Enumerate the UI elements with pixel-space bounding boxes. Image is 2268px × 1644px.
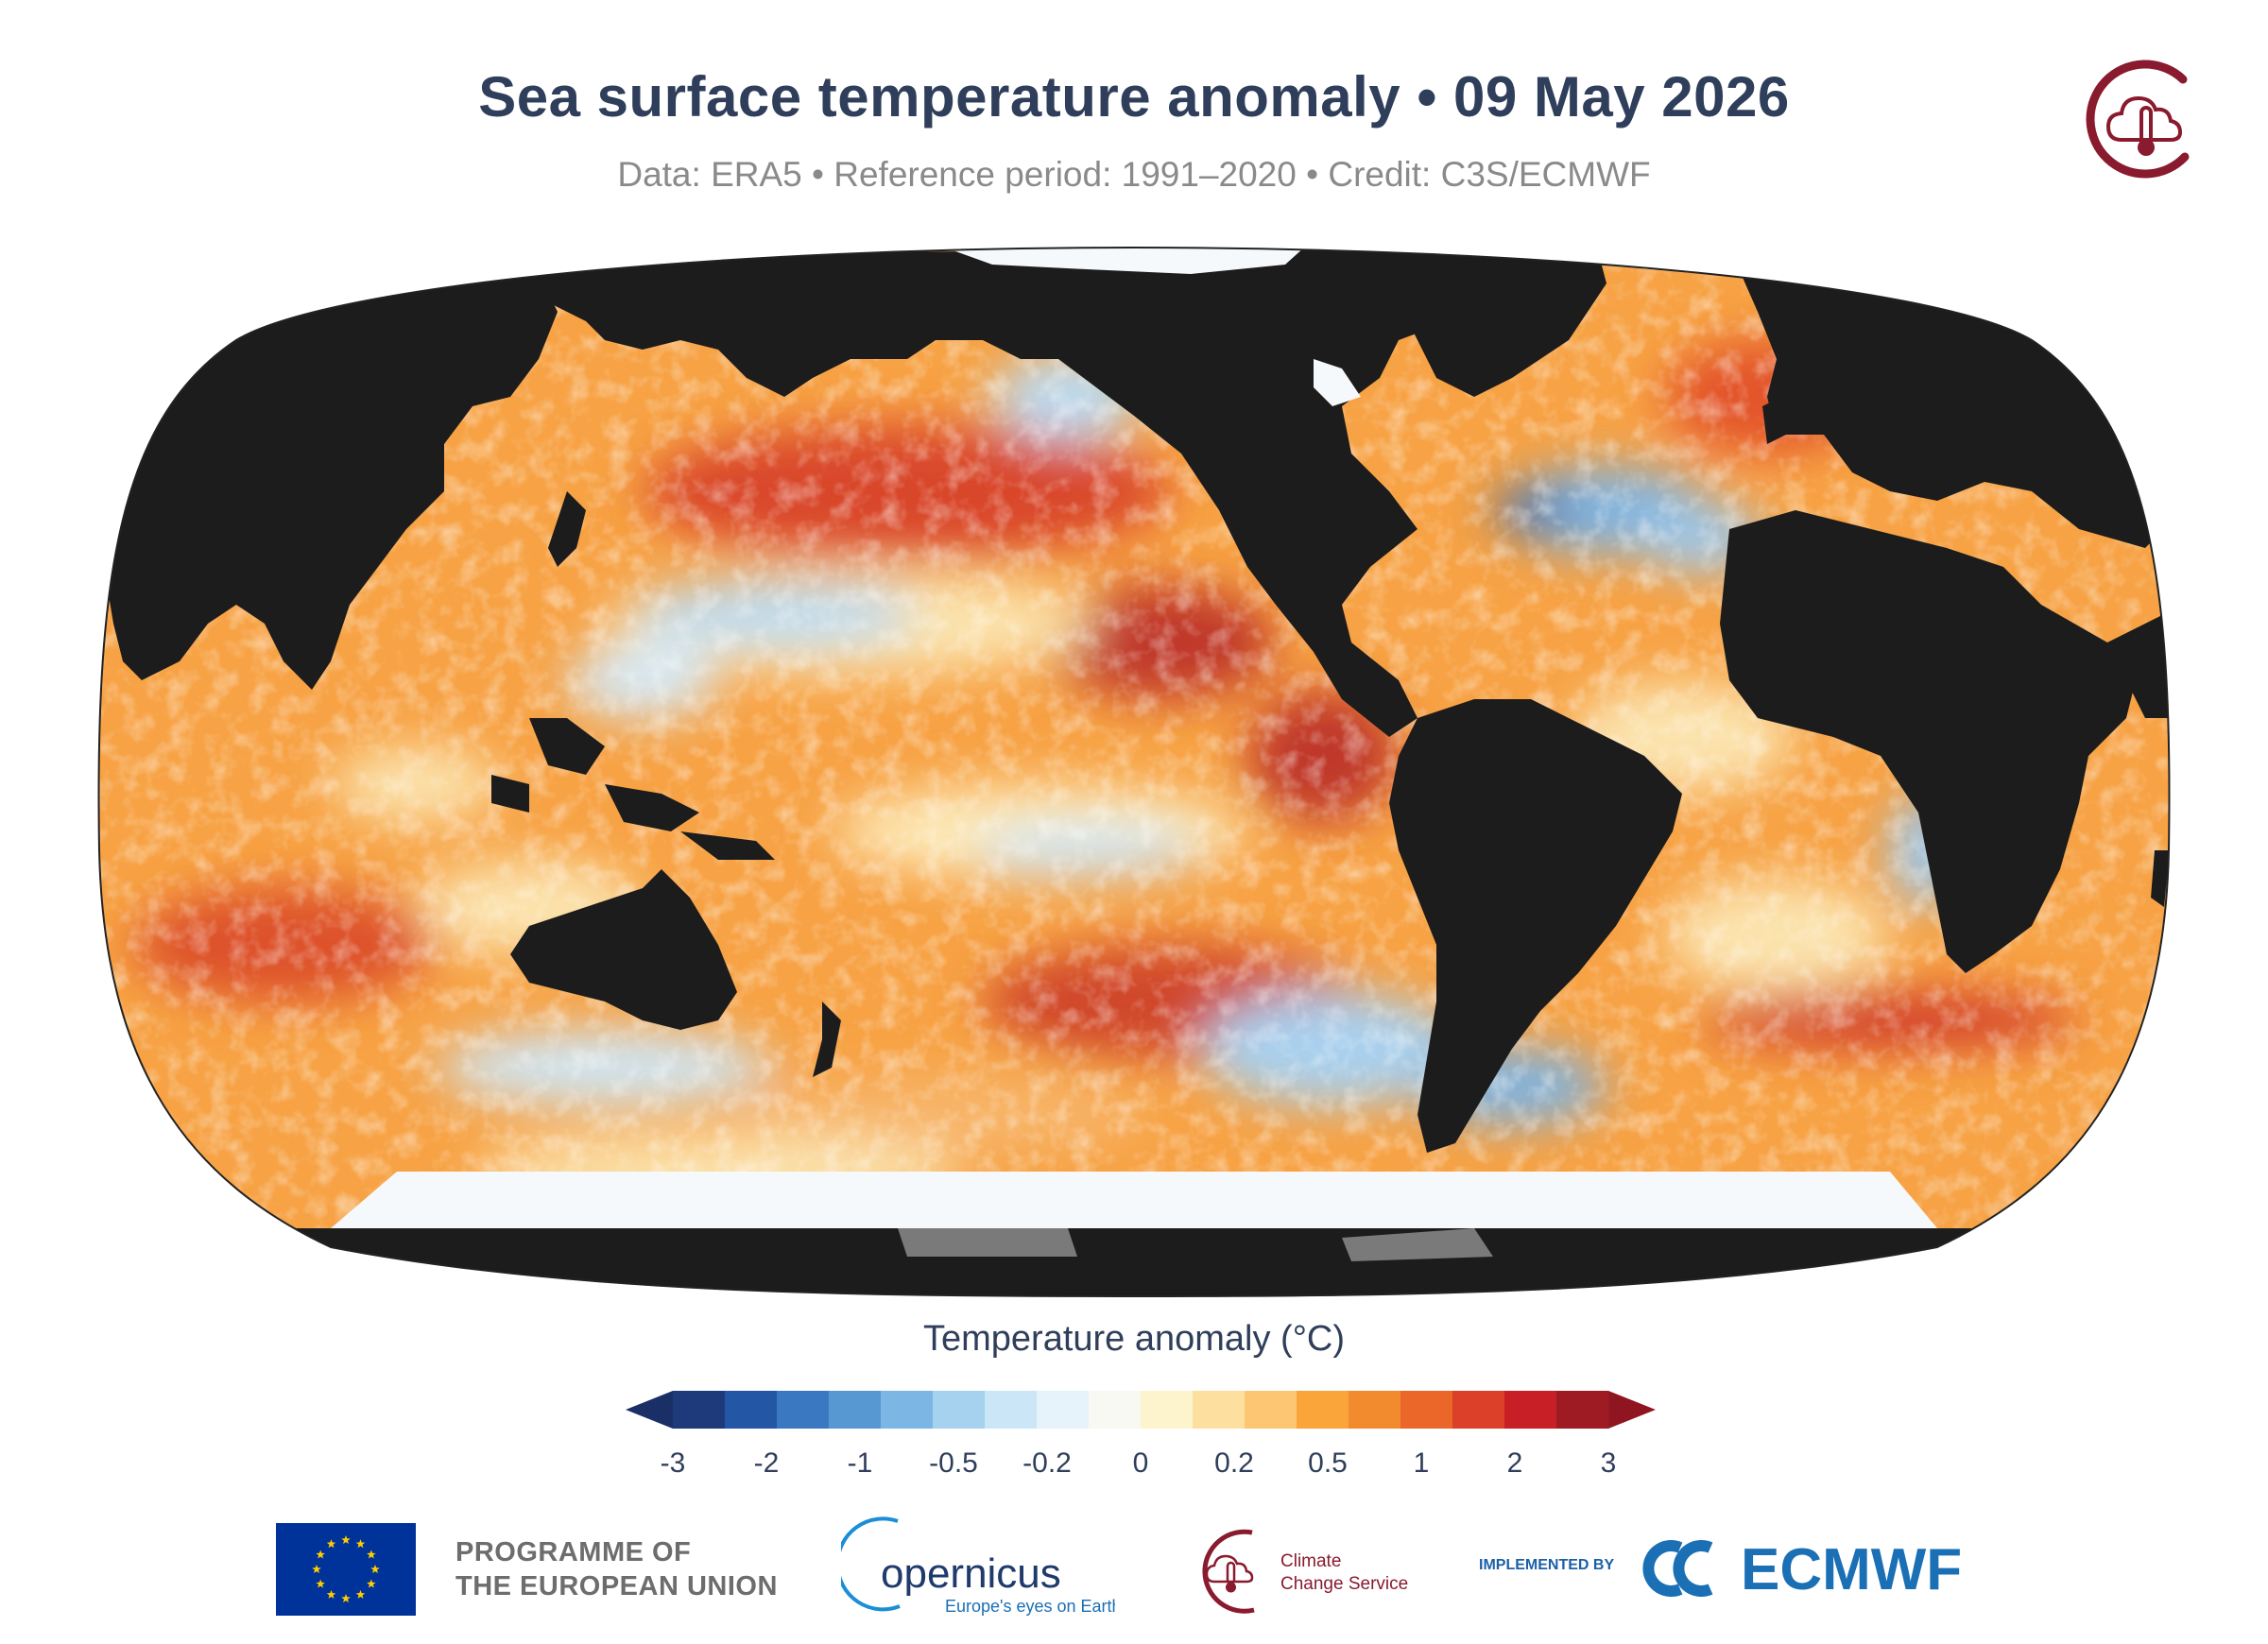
colorbar-tick-label: 1 (1414, 1447, 1430, 1479)
eu-star-icon (326, 1539, 336, 1549)
colorbar-segment (1504, 1391, 1557, 1429)
colorbar-tick-label: -2 (754, 1447, 780, 1479)
colorbar-tick-label: 0 (1133, 1447, 1149, 1479)
colorbar: -3 -2 -1 -0.5 -0.2 0 0.2 0.5 1 2 3 (626, 1391, 1656, 1479)
colorbar-segment (673, 1391, 726, 1429)
colorbar-tick-label: 0.2 (1214, 1447, 1254, 1479)
colorbar-tick-label: -3 (661, 1447, 686, 1479)
copernicus-logo: opernicus Europe's eyes on Earth (841, 1516, 1115, 1616)
colorbar-segment (725, 1391, 778, 1429)
colorbar-extend-high (1608, 1391, 1656, 1429)
eu-star-icon (341, 1535, 351, 1545)
colorbar-segment (985, 1391, 1038, 1429)
colorbar-tick-label: 0.5 (1308, 1447, 1348, 1479)
eu-star-icon (370, 1565, 380, 1574)
eu-programme-label: PROGRAMME OF THE EUROPEAN UNION (455, 1535, 778, 1603)
colorbar-segment (777, 1391, 830, 1429)
map-subtitle: Data: ERA5 • Reference period: 1991–2020… (617, 155, 1651, 194)
colorbar-extend-low (626, 1391, 673, 1429)
eu-star-icon (316, 1550, 325, 1559)
colorbar-title: Temperature anomaly (°C) (922, 1319, 1346, 1359)
colorbar-segment (1400, 1391, 1453, 1429)
colorbar-segment (881, 1391, 934, 1429)
eu-star-icon (367, 1579, 376, 1588)
colorbar-tick-label: -1 (848, 1447, 873, 1479)
colorbar-segment (1037, 1391, 1090, 1429)
eu-star-icon (341, 1594, 351, 1603)
map-title: Sea surface temperature anomaly • 09 May… (478, 65, 1790, 128)
land-masses (98, 248, 2170, 1296)
ecmwf-logo: ECMWF (1642, 1537, 1962, 1602)
colorbar-segment (1452, 1391, 1505, 1429)
eu-star-icon (367, 1550, 376, 1559)
colorbar-segment (1193, 1391, 1246, 1429)
colorbar-tick-label: 2 (1507, 1447, 1523, 1479)
eu-star-icon (326, 1589, 336, 1599)
eu-star-icon (355, 1539, 366, 1549)
copernicus-name: opernicus (881, 1550, 1061, 1597)
colorbar-segment (1349, 1391, 1401, 1429)
colorbar-segment (1089, 1391, 1142, 1429)
c3s-line2: Change Service (1280, 1574, 1408, 1594)
colorbar-segment (1141, 1391, 1194, 1429)
colorbar-segment (1556, 1391, 1609, 1429)
eu-star-icon (316, 1579, 325, 1588)
eu-label-line1: PROGRAMME OF (455, 1537, 692, 1567)
eu-star-icon (355, 1589, 366, 1599)
eu-flag-icon (276, 1523, 416, 1616)
c3s-thermometer-cloud-logo (2086, 60, 2190, 179)
colorbar-tick-label: -0.2 (1022, 1447, 1072, 1479)
copernicus-tagline: Europe's eyes on Earth (945, 1597, 1115, 1616)
eu-star-icon (312, 1565, 321, 1574)
c3s-line1: Climate (1280, 1551, 1341, 1571)
c3s-climate-change-service-logo: Climate Change Service (1202, 1529, 1408, 1614)
eu-label-line2: THE EUROPEAN UNION (455, 1571, 778, 1601)
colorbar-tick-label: -0.5 (929, 1447, 978, 1479)
ocean-anomaly-field (98, 248, 2170, 1296)
colorbar-segment (933, 1391, 986, 1429)
implemented-by-label: IMPLEMENTED BY (1479, 1557, 1615, 1573)
ecmwf-name: ECMWF (1741, 1537, 1962, 1602)
colorbar-segment (1245, 1391, 1297, 1429)
antarctic-ice-shelves (898, 1228, 1493, 1261)
sst-anomaly-map (97, 247, 2171, 1297)
colorbar-segment (829, 1391, 882, 1429)
colorbar-segment (1297, 1391, 1349, 1429)
colorbar-tick-label: 3 (1601, 1447, 1617, 1479)
